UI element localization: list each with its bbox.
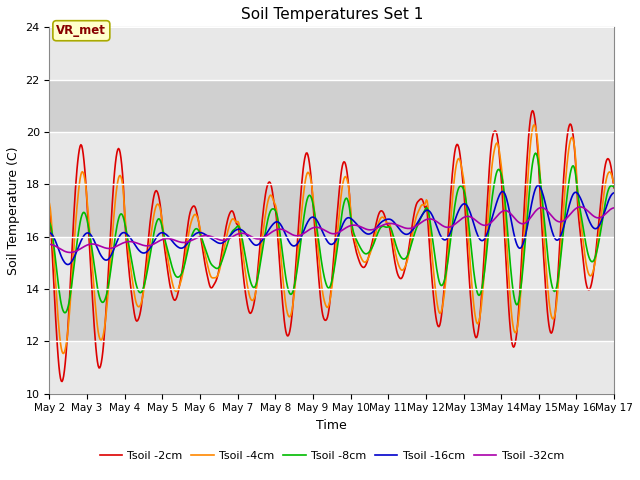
Tsoil -4cm [172,288,180,294]
Tsoil -4cm [60,350,67,356]
Y-axis label: Soil Temperature (C): Soil Temperature (C) [7,146,20,275]
Tsoil -16cm [401,231,409,237]
Tsoil -32cm [577,204,584,210]
Tsoil -2cm [418,196,426,202]
X-axis label: Time: Time [316,419,347,432]
Tsoil -8cm [532,150,540,156]
Tsoil -16cm [534,182,542,188]
Line: Tsoil -2cm: Tsoil -2cm [49,111,614,382]
Legend: Tsoil -2cm, Tsoil -4cm, Tsoil -8cm, Tsoil -16cm, Tsoil -32cm: Tsoil -2cm, Tsoil -4cm, Tsoil -8cm, Tsoi… [95,447,568,466]
Tsoil -4cm [530,122,538,128]
Tsoil -4cm [202,254,209,260]
Bar [49,132,614,184]
Line: Tsoil -4cm: Tsoil -4cm [49,125,614,353]
Tsoil -4cm [401,264,409,269]
Tsoil -32cm [611,205,618,211]
Tsoil -4cm [45,201,53,206]
Tsoil -8cm [401,256,409,262]
Tsoil -2cm [45,205,53,211]
Tsoil -4cm [56,334,63,339]
Line: Tsoil -32cm: Tsoil -32cm [49,207,614,252]
Tsoil -2cm [401,265,409,271]
Tsoil -2cm [202,265,209,271]
Tsoil -32cm [56,246,63,252]
Bar [49,27,614,80]
Text: VR_met: VR_met [56,24,106,37]
Tsoil -32cm [115,242,122,248]
Tsoil -32cm [172,238,180,243]
Tsoil -4cm [418,202,426,208]
Tsoil -16cm [611,190,618,196]
Tsoil -4cm [611,180,618,186]
Tsoil -2cm [529,108,536,114]
Tsoil -16cm [56,250,63,255]
Tsoil -8cm [172,273,180,279]
Tsoil -8cm [61,310,69,316]
Tsoil -16cm [45,230,53,236]
Tsoil -8cm [202,247,209,253]
Tsoil -16cm [115,235,122,240]
Tsoil -16cm [64,262,72,267]
Tsoil -32cm [202,233,209,239]
Tsoil -16cm [202,232,209,238]
Tsoil -8cm [115,216,122,222]
Tsoil -32cm [45,241,53,247]
Tsoil -4cm [115,175,122,181]
Tsoil -32cm [66,250,74,255]
Tsoil -16cm [172,242,180,248]
Tsoil -2cm [611,185,618,191]
Tsoil -16cm [418,213,426,218]
Tsoil -2cm [56,370,63,376]
Tsoil -2cm [58,379,66,384]
Bar [49,80,614,132]
Line: Tsoil -8cm: Tsoil -8cm [49,153,614,313]
Bar [49,237,614,289]
Tsoil -32cm [418,219,426,225]
Tsoil -8cm [611,184,618,190]
Tsoil -8cm [56,292,63,298]
Bar [49,184,614,237]
Title: Soil Temperatures Set 1: Soil Temperatures Set 1 [241,7,423,22]
Tsoil -8cm [418,213,426,219]
Tsoil -32cm [401,225,409,231]
Tsoil -2cm [115,145,122,151]
Line: Tsoil -16cm: Tsoil -16cm [49,185,614,264]
Tsoil -8cm [45,220,53,226]
Bar [49,341,614,394]
Bar [49,289,614,341]
Tsoil -2cm [172,296,180,302]
